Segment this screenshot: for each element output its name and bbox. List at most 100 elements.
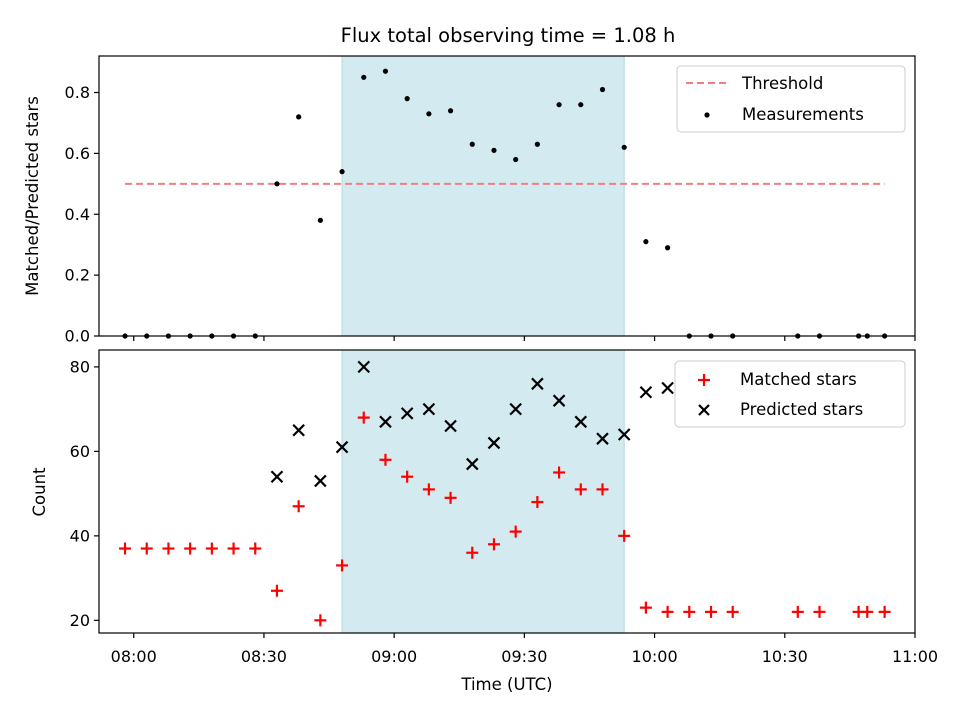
matched-star-point (509, 525, 522, 538)
measurement-point (578, 102, 584, 108)
predicted-star-point (357, 360, 371, 374)
matched-star-point (292, 500, 305, 513)
top-legend: Threshold Measurements (676, 65, 906, 133)
predicted-star-point (335, 440, 349, 454)
bottom-x-ticks: 08:00 08:30 09:00 09:30 10:00 10:30 11:00 (111, 633, 938, 666)
measurement-point (534, 141, 540, 147)
matched-star-point (119, 542, 132, 555)
matched-star-point (726, 605, 739, 618)
measurement-point (361, 74, 367, 80)
measurement-point (491, 147, 497, 153)
top-panel: 0.00.20.40.60.8 Matched/Predicted stars … (23, 55, 916, 346)
predicted-star-point (574, 415, 588, 429)
bottom-y-tick-label: 60 (70, 442, 90, 461)
matched-star-point (205, 542, 218, 555)
matched-star-point (639, 601, 652, 614)
legend-matched-label: Matched stars (740, 370, 857, 389)
matched-star-point (553, 466, 566, 479)
measurement-point (404, 96, 410, 102)
legend-measurements-label: Measurements (742, 105, 864, 124)
predicted-star-point (552, 394, 566, 407)
x-tick-label: 11:00 (892, 647, 938, 666)
predicted-star-point (509, 402, 522, 416)
matched-star-point (618, 529, 631, 542)
matched-star-point (314, 614, 327, 627)
bottom-y-tick-label: 40 (70, 526, 90, 545)
matched-star-point (878, 605, 891, 618)
measurement-point (643, 239, 649, 245)
x-tick-label: 08:30 (241, 647, 287, 666)
matched-star-point (861, 605, 874, 618)
matched-star-point (444, 491, 457, 504)
observing-window-shade-top (341, 55, 625, 337)
predicted-star-point (422, 402, 436, 416)
matched-star-point (357, 411, 370, 424)
x-tick-label: 09:30 (501, 647, 547, 666)
matched-star-point (227, 542, 240, 555)
bottom-y-tick-label: 20 (70, 611, 90, 630)
observing-window-shade-bottom (341, 349, 625, 634)
measurement-point (664, 245, 671, 251)
measurement-point (296, 114, 302, 120)
top-y-tick-label: 0.4 (65, 205, 90, 224)
x-tick-label: 09:00 (371, 647, 417, 666)
predicted-star-point (444, 419, 457, 433)
matched-star-point (683, 605, 696, 618)
measurement-point (469, 141, 475, 147)
bottom-axes-frame (98, 349, 916, 634)
top-axes-frame (98, 55, 916, 337)
legend-predicted-label: Predicted stars (740, 400, 863, 419)
matched-legend-marker (698, 374, 710, 386)
predicted-star-point (661, 381, 674, 395)
chart-title: Flux total observing time = 1.08 h (341, 24, 676, 47)
matched-star-point (487, 538, 500, 551)
measurement-point (599, 86, 606, 93)
bottom-y-axis-label: Count (30, 467, 49, 517)
predicted-star-point (314, 474, 327, 488)
predicted-star-point (292, 423, 305, 437)
bottom-y-tick-label: 80 (70, 357, 90, 376)
measurement-point (317, 217, 323, 223)
matched-star-point (140, 542, 153, 555)
predicted-legend-marker (698, 404, 710, 416)
measurement-point (447, 108, 454, 114)
top-y-tick-label: 0.8 (65, 83, 90, 102)
predicted-star-point (379, 415, 392, 429)
measurement-point (274, 181, 280, 187)
top-y-tick-label: 0.2 (65, 266, 90, 285)
bottom-panel: 20 40 60 80 08:00 08:30 09:00 09:30 10:00 10:30 1… (30, 349, 938, 694)
matched-star-point (379, 453, 392, 466)
top-y-axis-label: Matched/Predicted stars (23, 96, 42, 296)
legend-threshold-label: Threshold (741, 74, 823, 93)
bottom-legend: Matched stars Predicted stars (674, 360, 906, 428)
matched-star-point (422, 483, 435, 496)
predicted-star-point (270, 470, 284, 483)
matched-star-point (336, 559, 349, 572)
x-tick-label: 10:00 (632, 647, 678, 666)
top-y-tick-label: 0.6 (65, 144, 90, 163)
predicted-star-point (596, 432, 609, 445)
measurement-point (621, 144, 627, 150)
predicted-star-point (531, 377, 544, 391)
measurement-point (426, 111, 432, 117)
measurement-point (339, 169, 345, 175)
measurement-point (513, 156, 519, 163)
predicted-star-point (639, 385, 653, 399)
predicted-star-point (487, 436, 501, 450)
matched-stars-series (119, 411, 891, 627)
bottom-y-ticks: 20 40 60 80 (70, 357, 99, 630)
matched-star-point (466, 546, 479, 559)
x-axis-label: Time (UTC) (460, 675, 552, 694)
top-legend-box (676, 65, 906, 133)
matched-star-point (596, 483, 609, 496)
top-x-ticks (133, 336, 916, 341)
top-y-tick-label: 0.0 (65, 327, 90, 346)
predicted-stars-series (270, 360, 674, 488)
matched-star-point (705, 605, 717, 618)
matched-star-point (574, 483, 587, 496)
predicted-star-point (465, 457, 479, 471)
x-tick-label: 08:00 (111, 647, 157, 666)
matched-star-point (184, 542, 197, 555)
predicted-star-point (617, 428, 631, 441)
